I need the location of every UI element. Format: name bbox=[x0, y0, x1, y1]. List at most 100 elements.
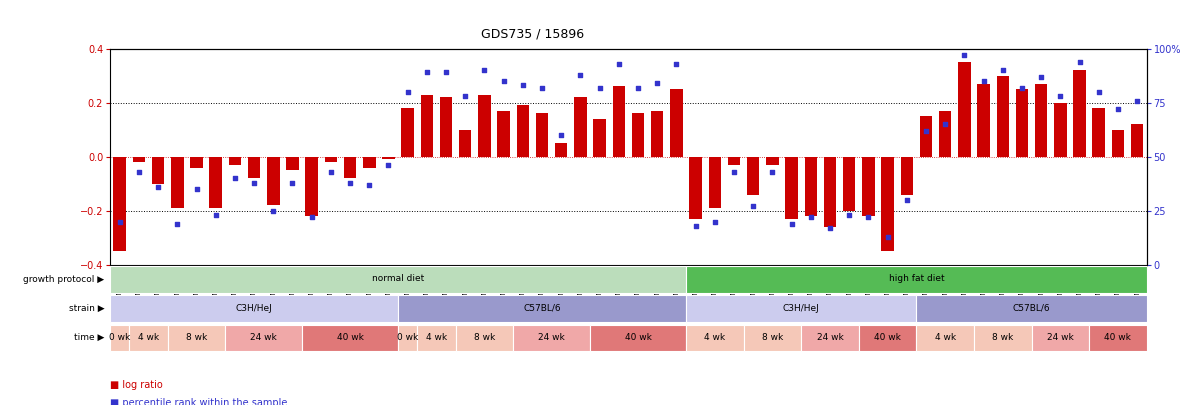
Text: C57BL/6: C57BL/6 bbox=[523, 303, 561, 313]
Point bbox=[359, 181, 378, 188]
Point bbox=[1013, 84, 1032, 91]
Point bbox=[994, 67, 1013, 73]
Bar bbox=[514, 325, 590, 351]
Point bbox=[340, 179, 359, 186]
Bar bbox=[917, 325, 974, 351]
Bar bbox=[168, 325, 225, 351]
Bar bbox=[248, 157, 260, 178]
Point bbox=[898, 197, 917, 203]
Point bbox=[1070, 58, 1089, 65]
Point bbox=[648, 80, 667, 86]
Text: ■ log ratio: ■ log ratio bbox=[110, 380, 163, 390]
Point bbox=[820, 225, 839, 231]
Text: strain ▶: strain ▶ bbox=[68, 304, 104, 313]
Point bbox=[801, 214, 820, 221]
Bar bbox=[651, 111, 663, 157]
Bar bbox=[479, 94, 491, 157]
Text: normal diet: normal diet bbox=[372, 274, 424, 283]
Bar bbox=[785, 157, 798, 219]
Point bbox=[206, 212, 225, 218]
Bar bbox=[743, 325, 801, 351]
Bar bbox=[152, 157, 164, 184]
Point bbox=[263, 207, 282, 214]
Bar bbox=[456, 325, 514, 351]
Bar bbox=[267, 157, 280, 205]
Point bbox=[705, 218, 724, 225]
Point bbox=[168, 221, 187, 227]
Text: high fat diet: high fat diet bbox=[888, 274, 944, 283]
Point bbox=[974, 78, 994, 84]
Point bbox=[456, 93, 475, 99]
Text: 40 wk: 40 wk bbox=[1105, 333, 1131, 342]
Bar bbox=[900, 157, 913, 194]
Bar bbox=[114, 157, 126, 252]
Bar bbox=[363, 157, 376, 168]
Bar bbox=[977, 84, 990, 157]
Text: 24 wk: 24 wk bbox=[539, 333, 565, 342]
Text: 8 wk: 8 wk bbox=[992, 333, 1014, 342]
Bar bbox=[613, 86, 625, 157]
Point bbox=[552, 132, 571, 139]
Point bbox=[743, 203, 762, 210]
Point bbox=[609, 60, 628, 67]
Bar bbox=[1131, 124, 1143, 157]
Bar bbox=[555, 143, 567, 157]
Bar bbox=[1055, 102, 1067, 157]
Bar bbox=[209, 157, 221, 208]
Text: 4 wk: 4 wk bbox=[426, 333, 446, 342]
Bar bbox=[804, 157, 818, 216]
Bar bbox=[632, 113, 644, 157]
Bar bbox=[225, 325, 302, 351]
Point bbox=[571, 71, 590, 78]
Point bbox=[129, 168, 148, 175]
Text: time ▶: time ▶ bbox=[74, 333, 104, 342]
Bar bbox=[766, 157, 778, 165]
Bar bbox=[843, 157, 856, 211]
Point bbox=[724, 168, 743, 175]
Bar bbox=[919, 116, 932, 157]
Bar bbox=[575, 97, 587, 157]
Point bbox=[225, 175, 244, 181]
Bar bbox=[133, 157, 145, 162]
Bar bbox=[958, 62, 971, 157]
Bar bbox=[1074, 70, 1086, 157]
Bar bbox=[401, 108, 414, 157]
Bar bbox=[399, 296, 686, 322]
Point bbox=[437, 69, 456, 76]
Text: growth protocol ▶: growth protocol ▶ bbox=[23, 275, 104, 284]
Point bbox=[110, 218, 129, 225]
Bar bbox=[110, 266, 686, 292]
Point bbox=[302, 214, 321, 221]
Bar bbox=[1089, 325, 1147, 351]
Point bbox=[955, 52, 974, 58]
Bar bbox=[229, 157, 241, 165]
Point bbox=[1032, 73, 1051, 80]
Text: 40 wk: 40 wk bbox=[874, 333, 901, 342]
Text: 24 wk: 24 wk bbox=[1047, 333, 1074, 342]
Point bbox=[282, 179, 302, 186]
Bar bbox=[382, 157, 395, 160]
Text: ■ percentile rank within the sample: ■ percentile rank within the sample bbox=[110, 398, 287, 405]
Bar bbox=[881, 157, 894, 252]
Text: 8 wk: 8 wk bbox=[474, 333, 496, 342]
Bar bbox=[728, 157, 740, 165]
Point bbox=[686, 223, 705, 229]
Bar bbox=[286, 157, 299, 170]
Text: 8 wk: 8 wk bbox=[186, 333, 207, 342]
Point bbox=[418, 69, 437, 76]
Bar bbox=[1035, 84, 1047, 157]
Bar bbox=[670, 89, 682, 157]
Point bbox=[533, 84, 552, 91]
Bar bbox=[458, 130, 472, 157]
Point bbox=[1089, 89, 1108, 95]
Point bbox=[628, 84, 648, 91]
Text: C3H/HeJ: C3H/HeJ bbox=[236, 303, 273, 313]
Point bbox=[782, 221, 801, 227]
Text: 24 wk: 24 wk bbox=[250, 333, 277, 342]
Bar bbox=[1093, 108, 1105, 157]
Text: 0 wk: 0 wk bbox=[397, 333, 418, 342]
Point bbox=[1128, 97, 1147, 104]
Bar bbox=[1112, 130, 1124, 157]
Point bbox=[244, 179, 263, 186]
Point bbox=[475, 67, 494, 73]
